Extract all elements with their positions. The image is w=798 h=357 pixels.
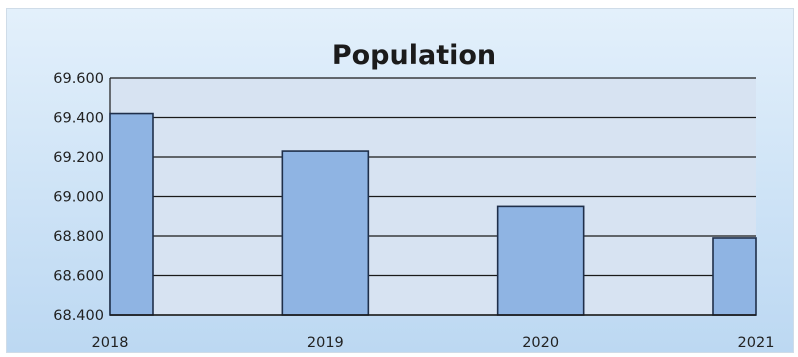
y-tick-label: 69.000	[53, 190, 104, 206]
bar-2019	[281, 150, 370, 316]
bar-2020	[496, 205, 585, 316]
y-tick-label: 69.400	[53, 111, 104, 127]
y-tick-label: 69.600	[53, 71, 104, 87]
plot-area: 68.400 68.600 68.800 69.000 69.200 69.400 69.6…	[53, 71, 774, 351]
x-tick-label: 2020	[522, 335, 559, 351]
bar-2021	[712, 237, 757, 316]
y-tick-label: 68.400	[53, 308, 104, 324]
y-tick-label: 69.200	[53, 150, 104, 166]
y-tick-label: 68.800	[53, 229, 104, 245]
x-tick-label: 2021	[738, 335, 775, 351]
chart-title: Population	[332, 40, 496, 71]
x-tick-label: 2019	[307, 335, 344, 351]
x-tick-label: 2018	[92, 335, 129, 351]
y-tick-label: 68.600	[53, 269, 104, 285]
bar-2018	[109, 112, 154, 316]
